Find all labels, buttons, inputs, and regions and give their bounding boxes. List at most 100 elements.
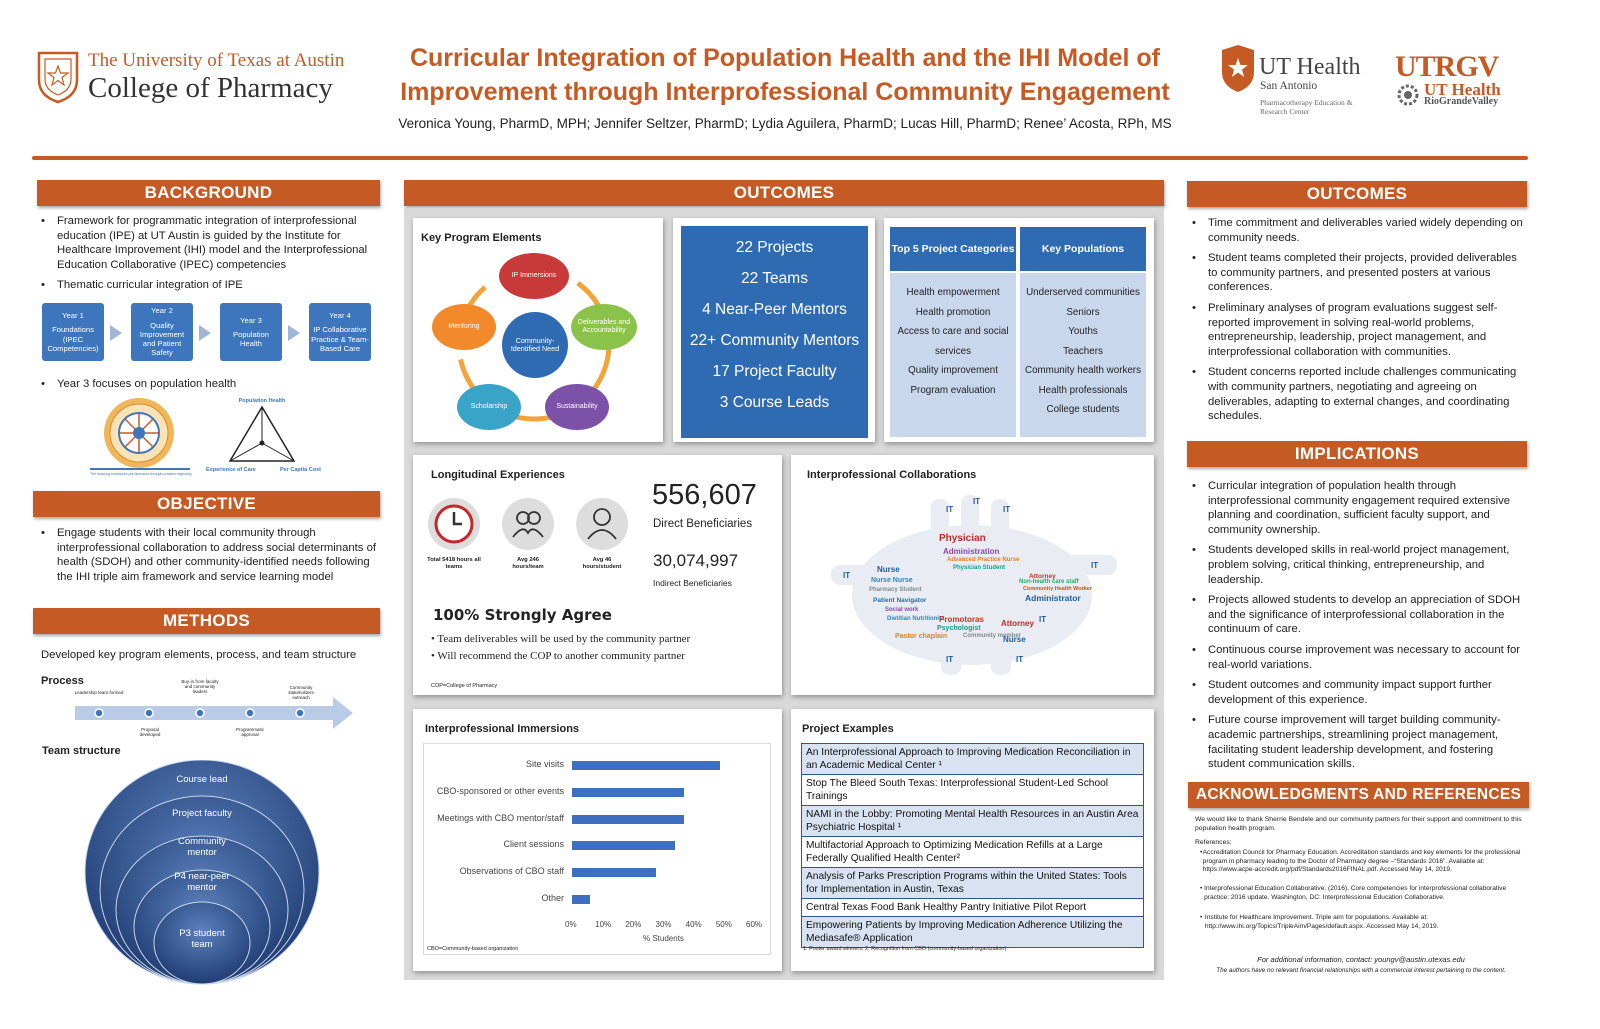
wordcloud-word: Advanced Practice Nurse — [947, 557, 1020, 563]
ut-austin-logo — [36, 50, 80, 104]
outcome-bullet: Student concerns reported include challe… — [1188, 365, 1528, 423]
ut-health-sub: San Antonio — [1260, 80, 1318, 92]
x-tick-label: 0% — [565, 920, 577, 929]
process-arrow — [75, 697, 355, 729]
ipec-wheel — [102, 396, 176, 470]
indirect-beneficiaries-label: Indirect Beneficiaries — [653, 578, 732, 588]
bar — [572, 895, 591, 904]
wordcloud-word: Community member — [963, 633, 1022, 639]
immersions-chart: Site visits CBO-sponsored or other events… — [413, 709, 782, 971]
wordcloud-word: Nurse Nurse — [871, 577, 913, 584]
objective-bullet: Engage students with their local communi… — [37, 526, 380, 584]
chart-frame — [423, 743, 771, 955]
wheel-caption: The learning continuum pre-licensure thr… — [90, 472, 192, 476]
wordcloud-word: IT — [973, 497, 981, 506]
kpe-title: Key Program Elements — [421, 232, 542, 244]
outcomes-right-header: OUTCOMES — [1187, 181, 1527, 207]
triple-aim-right: Per Capita Cost — [280, 467, 321, 473]
wheel-underline — [90, 468, 190, 470]
team-structure-label: Team structure — [42, 745, 121, 757]
project-row: Empowering Patients by Improving Medicat… — [802, 917, 1143, 948]
team-community-mentor: Community mentor — [177, 836, 227, 858]
bar — [572, 761, 720, 770]
wordcloud-word: IT — [1016, 655, 1024, 664]
collaborations-panel: Interprofessional Collaborations Physici… — [791, 455, 1154, 695]
wordcloud-word: IT — [1091, 561, 1099, 570]
project-row: Multifactorial Approach to Optimizing Me… — [802, 837, 1143, 868]
agree-list: • Team deliverables will be used by the … — [431, 631, 776, 665]
wordcloud-word: Dietitian Nutritionist — [887, 616, 945, 622]
category-item: Quality improvement — [908, 365, 998, 376]
year-1-box: Year 1 Foundations (IPEC Competencies) — [42, 303, 104, 361]
implication-bullet: Students developed skills in real-world … — [1188, 543, 1530, 587]
ut-health-center: Pharmacotherapy Education & Research Cen… — [1260, 98, 1353, 116]
year-arrow-icon — [288, 325, 300, 341]
ut-health-logo — [1220, 44, 1256, 94]
team-structure-diagram — [84, 759, 320, 985]
categories-panel: Top 5 Project Categories Key Populations… — [884, 218, 1154, 442]
x-tick-label: 20% — [625, 920, 642, 929]
outcomes-mid-header: OUTCOMES — [404, 180, 1164, 206]
longitudinal-title: Longitudinal Experiences — [431, 469, 565, 481]
process-step-2: Proposal developed — [139, 727, 161, 738]
ref-3: • Institute for Healthcare Improvement. T… — [1200, 914, 1439, 930]
nested-circles-icon — [84, 759, 320, 985]
wordcloud-word: Pharmacy Student — [869, 587, 922, 593]
objective-list: Engage students with their local communi… — [37, 526, 380, 590]
category-item: services — [935, 345, 971, 357]
cbo-note: CBO=Community-based organization — [427, 946, 519, 952]
background-bullet-3: Year 3 focuses on population health — [37, 377, 380, 392]
process-arrow-icon — [75, 697, 353, 729]
clock-icon — [427, 497, 481, 551]
stat-projects: 22 Projects — [735, 239, 814, 256]
year-arrow-icon — [199, 325, 211, 341]
x-tick-label: 60% — [746, 920, 763, 929]
population-item: Seniors — [1066, 306, 1100, 318]
avg-team-hours: Avg 246 hours/team — [512, 557, 544, 570]
project-examples-title: Project Examples — [802, 723, 894, 735]
populations-head: Key Populations — [1020, 227, 1146, 271]
category-item: Health promotion — [915, 306, 991, 318]
triangle-icon — [228, 405, 296, 462]
project-note: 1. Poster award winners; 2. Recognition … — [803, 946, 1007, 952]
project-examples-panel: Project Examples An Interprofessional Ap… — [791, 709, 1154, 971]
kpe-center: Community-Identified Need — [502, 312, 568, 378]
process-step-5: Community stakeholders outreach — [288, 685, 314, 701]
process-label: Process — [41, 675, 84, 687]
population-item: Youths — [1068, 326, 1098, 337]
kpe-node-sustainability: Sustainability — [545, 384, 609, 430]
stat-faculty: 17 Project Faculty — [712, 363, 837, 380]
stats-box: 22 Projects 22 Teams 4 Near-Peer Mentors… — [681, 226, 868, 438]
header-divider — [32, 156, 1528, 160]
project-table: An Interprofessional Approach to Improvi… — [801, 743, 1144, 948]
longitudinal-panel: Longitudinal Experiences Total 5418 hour… — [413, 455, 782, 695]
wordcloud-word: Attorney — [1001, 619, 1034, 628]
hands-wordcloud-icon — [831, 495, 1117, 675]
stat-community-mentors: 22+ Community Mentors — [689, 332, 860, 349]
background-bullet-2: Thematic curricular integration of IPE — [37, 278, 380, 293]
category-item: Health empowerment — [906, 287, 1000, 298]
year-4-box: Year 4 IP Collaborative Practice & Team-B… — [309, 303, 371, 361]
wordcloud-word: IT — [1003, 505, 1011, 514]
outcome-bullet: Student teams completed their projects, … — [1188, 251, 1528, 295]
wordcloud-word: Non-health care staff — [1019, 579, 1079, 585]
direct-beneficiaries-number: 556,607 — [652, 479, 757, 511]
category-item: Program evaluation — [910, 384, 996, 396]
population-item: College students — [1046, 404, 1120, 415]
wordcloud-word: Psychologist — [937, 625, 981, 632]
population-item: Community health workers — [1025, 365, 1141, 376]
team-student: P3 student team — [179, 928, 225, 950]
direct-beneficiaries-label: Direct Beneficiaries — [653, 518, 753, 530]
wordcloud-word: Social work — [885, 607, 919, 613]
wordcloud-word: Physician Student — [953, 565, 1006, 571]
background-header: BACKGROUND — [37, 180, 380, 206]
stat-course-leads: 3 Course Leads — [719, 394, 830, 411]
population-item: Underserved communities — [1026, 287, 1140, 298]
stat-teams: 22 Teams — [741, 270, 808, 287]
background-list-2: Year 3 focuses on population health — [37, 377, 380, 398]
implications-header: IMPLICATIONS — [1187, 441, 1527, 467]
year-arrow-icon — [110, 325, 122, 341]
collaborations-title: Interprofessional Collaborations — [807, 469, 977, 481]
poster-title-line2: Improvement through Interprofessional Co… — [400, 78, 1170, 106]
bar-label: Client sessions — [503, 839, 564, 850]
